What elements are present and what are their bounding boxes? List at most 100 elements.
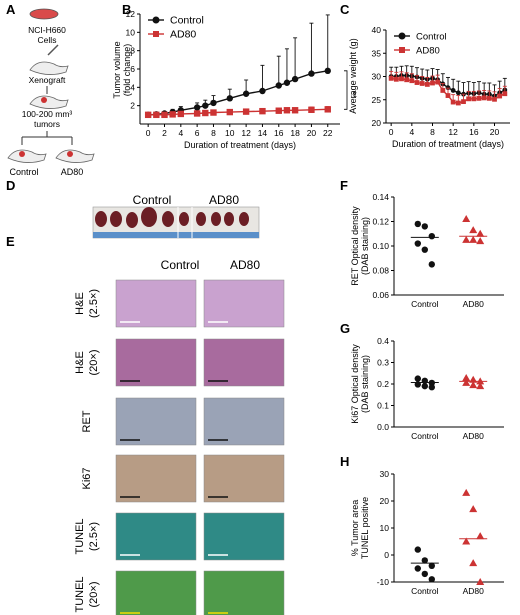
data-point-C-ad80 xyxy=(430,80,435,86)
data-point-B-ad80 xyxy=(161,111,168,119)
legend-label-C: AD80 xyxy=(416,46,440,57)
data-point-B-ad80 xyxy=(202,109,209,117)
data-point-B-control xyxy=(202,102,209,109)
y-tick-label: 10 xyxy=(126,27,136,37)
data-point-B-control xyxy=(283,79,291,86)
histology-header-control: Control xyxy=(161,258,200,272)
legend-marker xyxy=(398,32,406,40)
data-point-G-ad80 xyxy=(469,381,478,389)
histology-row-label: (2.5×) xyxy=(88,522,100,551)
data-point-C-ad80 xyxy=(450,99,456,105)
y-tick-label: 12 xyxy=(126,9,136,19)
data-point-F-control xyxy=(414,220,421,228)
data-point-C-ad80 xyxy=(435,79,441,85)
tumor-icon xyxy=(67,151,73,157)
panel-label-h: H xyxy=(340,454,349,469)
x-tick-label: 16 xyxy=(274,128,284,138)
y-tick-label: 20 xyxy=(380,496,390,506)
y-axis-label-B-line2: (fold change) xyxy=(122,44,132,97)
data-point-F-control xyxy=(421,223,428,230)
schematic-cells-line1: NCI-H660 xyxy=(28,25,66,35)
panel-label-g: G xyxy=(340,321,350,336)
data-point-B-control xyxy=(210,99,217,107)
y-tick-label: 20 xyxy=(372,118,382,128)
data-point-F-ad80 xyxy=(476,237,485,245)
histology-row-label: TUNEL xyxy=(74,576,86,612)
x-tick-label: AD80 xyxy=(463,299,485,309)
histology-image-ad80 xyxy=(203,279,285,328)
schematic-tumors-line1: 100-200 mm³ xyxy=(22,109,73,119)
data-point-C-control xyxy=(455,90,461,96)
x-tick-label: Control xyxy=(411,431,439,441)
syringe-icon xyxy=(47,44,59,56)
data-point-B-ad80 xyxy=(283,107,291,114)
data-point-F-control xyxy=(428,233,435,240)
mouse-icon xyxy=(7,149,47,163)
data-point-B-ad80 xyxy=(144,111,152,119)
data-point-C-ad80 xyxy=(497,93,503,99)
data-point-F-ad80 xyxy=(462,235,471,243)
data-point-H-control xyxy=(414,546,421,553)
tumor-specimen xyxy=(179,212,189,226)
histology-image-control xyxy=(115,512,197,561)
histology-image-control xyxy=(115,454,197,503)
schematic-ad80: AD80 xyxy=(61,167,84,177)
y-axis-label-G: Ki67 Optical density xyxy=(350,344,360,424)
histology-image-control xyxy=(115,570,197,615)
x-tick-label: 18 xyxy=(290,128,300,138)
y-tick-label: 0.12 xyxy=(372,217,389,227)
x-axis-label-C: Duration of treatment (days) xyxy=(392,139,504,149)
photo-label-ad80: AD80 xyxy=(209,193,239,207)
y-tick-label: 0.10 xyxy=(372,241,389,251)
tumor-specimen xyxy=(110,211,122,227)
data-point-G-control xyxy=(414,375,421,382)
legend-label-B: AD80 xyxy=(170,29,196,41)
data-point-B-control xyxy=(259,87,266,95)
y-tick-label: 0.14 xyxy=(372,192,389,202)
x-tick-label: 8 xyxy=(430,127,435,137)
data-point-C-ad80 xyxy=(388,75,394,81)
histology-row-label: (20×) xyxy=(88,350,100,376)
schematic-cells-line2: Cells xyxy=(38,35,57,45)
data-point-C-ad80 xyxy=(414,80,420,85)
x-tick-label: AD80 xyxy=(463,431,485,441)
panel-label-f: F xyxy=(340,178,348,193)
y-tick-label: 6 xyxy=(130,64,135,74)
data-point-B-control xyxy=(226,95,233,102)
data-point-C-ad80 xyxy=(466,96,472,102)
data-point-H-control xyxy=(414,565,421,572)
x-tick-label: 20 xyxy=(490,127,500,137)
x-tick-label: 6 xyxy=(195,128,200,138)
ruler-strip xyxy=(93,232,259,238)
data-point-H-ad80 xyxy=(462,488,471,496)
data-point-C-ad80 xyxy=(461,99,466,105)
data-point-B-ad80 xyxy=(193,110,201,117)
histology-row-label: (2.5×) xyxy=(88,289,100,318)
panel-label-d: D xyxy=(6,178,15,193)
x-tick-label: 4 xyxy=(178,128,183,138)
significance-label: ** xyxy=(348,91,358,99)
tumor-specimen xyxy=(95,211,107,227)
histology-image-control xyxy=(115,338,197,387)
y-tick-label: 40 xyxy=(372,25,382,35)
y-tick-label: 10 xyxy=(380,523,390,533)
data-point-B-ad80 xyxy=(169,111,176,118)
legend-label-C: Control xyxy=(416,32,447,43)
tumor-icon xyxy=(19,151,25,157)
x-axis-label-B: Duration of treatment (days) xyxy=(184,140,296,150)
panel-label-e: E xyxy=(6,234,15,249)
data-point-C-ad80 xyxy=(393,76,399,82)
histology-row-label: (20×) xyxy=(88,582,100,608)
y-tick-label: 0.0 xyxy=(377,422,389,432)
data-point-B-ad80 xyxy=(242,108,250,115)
panel-label-c: C xyxy=(340,2,350,17)
y-axis-label-F-line2: (DAB staining) xyxy=(360,217,370,275)
y-tick-label: 35 xyxy=(372,48,382,58)
data-point-C-ad80 xyxy=(502,91,508,97)
y-tick-label: 0.2 xyxy=(377,379,389,389)
histology-image-ad80 xyxy=(203,512,285,561)
y-tick-label: 0.06 xyxy=(372,290,389,300)
data-point-G-control xyxy=(421,382,428,390)
data-point-B-control xyxy=(275,82,282,89)
